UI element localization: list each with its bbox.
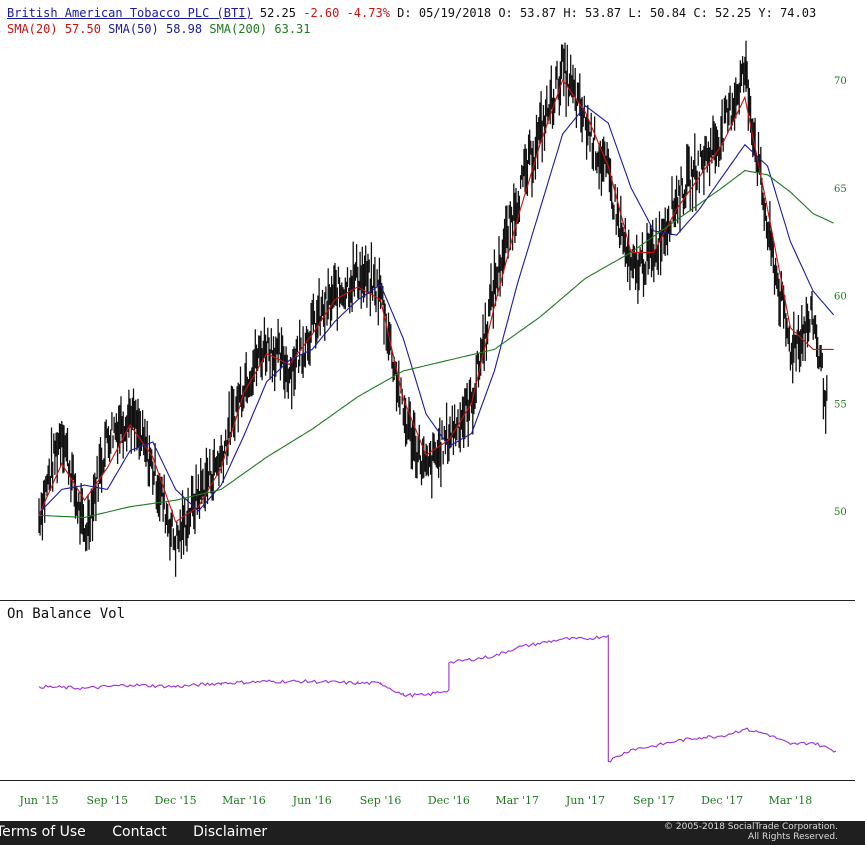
y-tick-label: 55	[834, 399, 847, 410]
legend-sma50-label: SMA(50)	[108, 22, 159, 36]
x-tick-label: Sep '15	[87, 794, 129, 807]
copyright-line-1: © 2005-2018 SocialTrade Corporation.	[664, 822, 838, 832]
footer-bar: Terms of Use Contact Disclaimer © 2005-2…	[0, 821, 865, 845]
ticker-title-link[interactable]: British American Tobacco PLC (BTI)	[7, 6, 253, 20]
y-tick-label: 65	[834, 184, 847, 195]
sma-line-2	[38, 105, 835, 514]
last-price: 52.25	[259, 6, 296, 20]
x-tick-label: Mar '17	[495, 794, 539, 807]
panel-divider-top	[0, 600, 855, 601]
copyright-line-2: All Rights Reserved.	[747, 832, 838, 842]
x-tick-label: Sep '16	[360, 794, 402, 807]
x-tick-label: Jun '16	[292, 794, 332, 807]
ohlc-bars	[38, 40, 828, 577]
sma-legend: SMA(20) 57.50 SMA(50) 58.98 SMA(200) 63.…	[7, 21, 816, 37]
legend-sma200-label: SMA(200)	[209, 22, 268, 36]
y-tick-label: 70	[834, 76, 847, 87]
chart-header: British American Tobacco PLC (BTI) 52.25…	[7, 5, 816, 37]
y-tick-label: 50	[834, 507, 847, 518]
x-tick-label: Jun '15	[18, 794, 58, 807]
x-tick-label: Mar '16	[222, 794, 266, 807]
x-axis: Jun '15 Sep '15 Dec '15 Mar '16 Jun '16 Sep '…	[18, 794, 813, 807]
disclaimer-link[interactable]: Disclaimer	[193, 824, 268, 840]
obv-panel-title: On Balance Vol	[7, 606, 126, 622]
price-change: -2.60 -4.73%	[303, 6, 390, 20]
contact-link[interactable]: Contact	[112, 824, 167, 840]
terms-of-use-link[interactable]: Terms of Use	[0, 824, 86, 840]
legend-sma200-value: 63.31	[274, 22, 311, 36]
legend-sma20-label: SMA(20)	[7, 22, 58, 36]
ohlc-detail: D: 05/19/2018 O: 53.87 H: 53.87 L: 50.84…	[397, 6, 817, 20]
x-tick-label: Dec '17	[701, 794, 743, 807]
obv-line	[38, 634, 837, 763]
footer-links: Terms of Use Contact Disclaimer	[0, 824, 289, 840]
x-tick-label: Dec '15	[155, 794, 197, 807]
x-tick-label: Mar '18	[769, 794, 813, 807]
copyright-notice: © 2005-2018 SocialTrade Corporation. All…	[664, 822, 838, 842]
y-tick-label: 60	[834, 292, 847, 303]
x-tick-label: Dec '16	[428, 794, 470, 807]
quote-line: British American Tobacco PLC (BTI) 52.25…	[7, 5, 816, 21]
panel-divider-bottom	[0, 780, 855, 781]
x-tick-label: Sep '17	[633, 794, 675, 807]
obv-chart	[38, 634, 837, 763]
price-chart: 50 55 60 65 70	[38, 40, 847, 577]
legend-sma50-value: 58.98	[165, 22, 203, 36]
sma-line-3	[38, 169, 834, 519]
legend-sma20-value: 57.50	[64, 22, 101, 36]
sma-line-1	[38, 78, 834, 523]
x-tick-label: Jun '17	[565, 794, 605, 807]
